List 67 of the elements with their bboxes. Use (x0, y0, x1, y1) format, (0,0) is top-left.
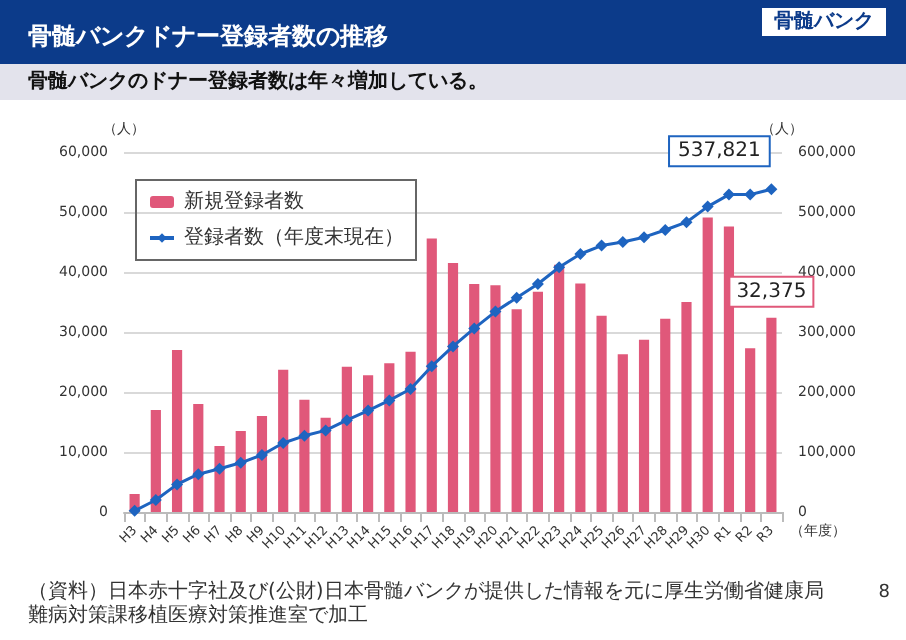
bar (256, 416, 268, 512)
text: 8 (878, 583, 891, 603)
bar (511, 309, 522, 512)
bar (150, 410, 161, 512)
bar (405, 351, 416, 512)
point (701, 200, 714, 213)
point (744, 188, 757, 201)
data-label: 32,375 (736, 280, 807, 303)
point (510, 291, 523, 304)
point (595, 239, 608, 252)
bar (575, 283, 586, 512)
point (234, 456, 247, 469)
point (489, 305, 502, 318)
point (171, 478, 184, 491)
bar (596, 315, 607, 512)
bar (681, 302, 692, 512)
point (425, 360, 438, 373)
text: （資料）日本赤十字社及び(公財)日本骨髄バンクが提供した情報を元に厚生労働省健康局難病対策課移植医療対策推進室で加工 (28, 579, 824, 627)
bar (469, 284, 480, 512)
point (340, 414, 353, 427)
legend-label: 登録者数（年度末現在） (184, 225, 404, 249)
bar (171, 350, 183, 512)
text: 骨髄バンク (774, 9, 874, 33)
point (531, 278, 544, 290)
bar (363, 375, 374, 512)
point (277, 437, 290, 449)
point (298, 429, 311, 442)
bar (638, 339, 650, 512)
bar (660, 318, 671, 512)
point (447, 340, 459, 353)
point (616, 236, 629, 248)
chart-title: 骨髄バンクドナー登録者数の推移 (28, 22, 388, 50)
bar (490, 285, 501, 512)
point (213, 462, 226, 475)
point (128, 504, 141, 517)
point (574, 248, 587, 260)
point (404, 383, 417, 395)
point (255, 449, 268, 461)
bar (554, 264, 565, 512)
bar (384, 363, 395, 512)
bar (341, 366, 352, 512)
chart-subtitle: 骨髄バンクのドナー登録者数は年々増加している。 (28, 69, 488, 93)
bar (426, 238, 437, 512)
point (468, 322, 481, 335)
bar (320, 417, 331, 512)
legend-label: 新規登録者数 (184, 189, 304, 213)
bar (532, 291, 543, 512)
point (553, 261, 566, 274)
bar (745, 348, 756, 512)
bar (766, 317, 777, 512)
point (362, 404, 375, 417)
bar (447, 263, 459, 512)
bar (193, 404, 204, 512)
bar (617, 354, 628, 512)
point (659, 224, 672, 236)
point (383, 394, 396, 407)
point (149, 494, 162, 506)
point (765, 183, 778, 196)
point (638, 231, 651, 244)
point (680, 216, 693, 229)
bar (299, 399, 310, 512)
point (192, 468, 205, 481)
point (722, 188, 735, 201)
bar (278, 369, 289, 512)
data-label: 537,821 (678, 140, 761, 163)
point (319, 424, 332, 437)
bar (702, 217, 713, 512)
